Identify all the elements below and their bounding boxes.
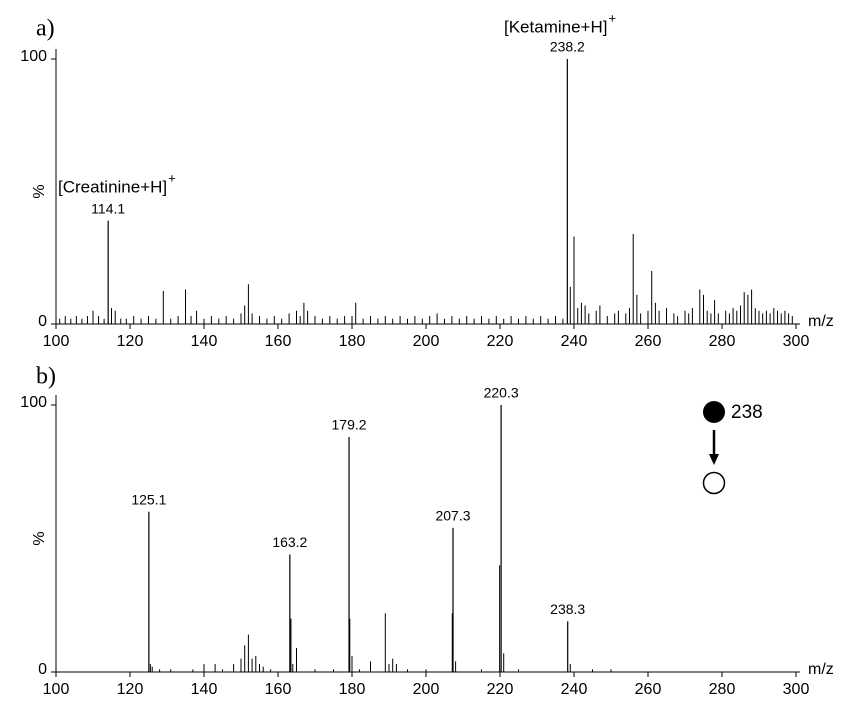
annotation-sup: + [608,10,616,25]
peak-label: 238.2 [550,39,585,55]
panel-label: b) [36,364,56,390]
x-tick-label: 140 [191,681,218,698]
x-axis-label: m/z [808,661,834,678]
x-axis-label: m/z [808,313,834,330]
x-tick-label: 100 [43,333,70,350]
x-tick-label: 100 [43,681,70,698]
precursor-dot [703,401,725,423]
x-tick-label: 220 [487,681,514,698]
x-tick-label: 200 [413,681,440,698]
x-tick-label: 200 [413,333,440,350]
precursor-label: 238 [731,402,763,423]
x-tick-label: 280 [709,333,736,350]
y-tick-label: 100 [20,48,47,65]
x-tick-label: 140 [191,333,218,350]
y-tick-label: 0 [38,661,47,678]
x-tick-label: 120 [117,681,144,698]
x-tick-label: 160 [265,681,292,698]
y-axis-label: % [31,184,48,198]
x-tick-label: 240 [561,681,588,698]
x-tick-label: 120 [117,333,144,350]
x-tick-label: 260 [635,681,662,698]
peak-label: 220.3 [484,385,519,401]
y-tick-label: 100 [20,394,47,411]
precursor-icon: 238 [702,401,763,495]
peak-label: 163.2 [272,534,307,550]
peak-label: 207.3 [435,508,470,524]
annotation: [Ketamine+H] [504,17,607,36]
x-tick-label: 280 [709,681,736,698]
x-tick-label: 300 [783,333,810,350]
annotation-sup: + [168,170,176,185]
x-tick-label: 220 [487,333,514,350]
y-axis-label: % [31,531,48,545]
peak-label: 179.2 [332,417,367,433]
peak-label: 238.3 [550,601,585,617]
x-tick-label: 300 [783,681,810,698]
peak-label: 114.1 [91,200,125,216]
x-tick-label: 160 [265,333,292,350]
y-tick-label: 0 [38,313,47,330]
x-tick-label: 260 [635,333,662,350]
peak-label: 125.1 [131,492,166,508]
panel-label: a) [36,16,55,42]
x-tick-label: 240 [561,333,588,350]
product-circle [702,471,726,495]
arrow-head [709,454,719,465]
x-tick-label: 180 [339,333,366,350]
annotation: [Creatinine+H] [58,177,167,196]
x-tick-label: 180 [339,681,366,698]
